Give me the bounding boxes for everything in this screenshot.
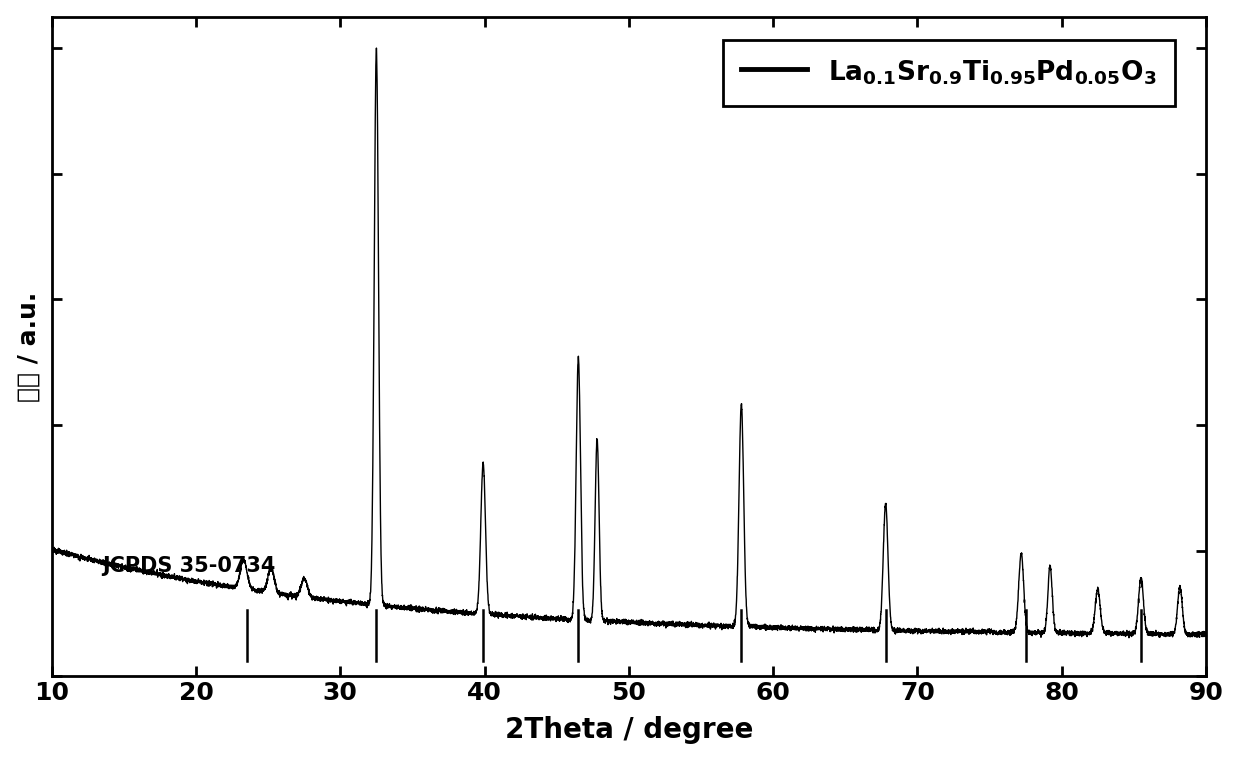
- Y-axis label: 强度 / a.u.: 强度 / a.u.: [16, 291, 41, 402]
- Text: JCPDS 35-0734: JCPDS 35-0734: [102, 556, 275, 576]
- X-axis label: 2Theta / degree: 2Theta / degree: [505, 716, 753, 744]
- Legend: $\bf{La}$$\bf{_{0.1}}$$\bf{Sr}$$\bf{_{0.9}}$$\bf{Ti}$$\bf{_{0.95}}$$\bf{Pd}$$\bf: $\bf{La}$$\bf{_{0.1}}$$\bf{Sr}$$\bf{_{0.…: [723, 40, 1176, 106]
